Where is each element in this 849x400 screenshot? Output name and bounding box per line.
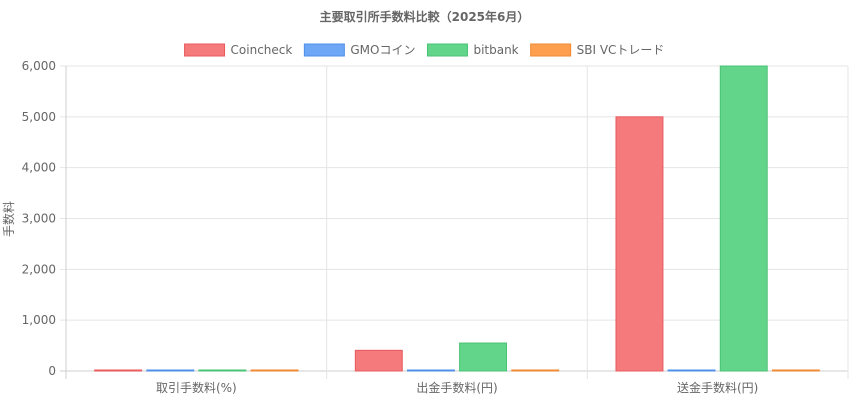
- y-tick-label: 3,000: [22, 212, 56, 226]
- bar[interactable]: [771, 369, 820, 372]
- legend-item[interactable]: bitbank: [426, 43, 519, 57]
- y-tick-label: 5,000: [22, 110, 56, 124]
- bar[interactable]: [667, 369, 716, 372]
- bar[interactable]: [146, 369, 195, 372]
- bars: [94, 65, 820, 372]
- x-tick-label: 出金手数料(円): [416, 380, 497, 395]
- legend-label: GMOコイン: [350, 43, 415, 57]
- y-tick-label: 1,000: [22, 313, 56, 327]
- y-tick-label: 6,000: [22, 59, 56, 73]
- y-tick-label: 4,000: [22, 161, 56, 175]
- legend-swatch: [426, 43, 468, 57]
- legend-swatch: [303, 43, 345, 57]
- y-axis: 0 1,000 2,000 3,000 4,000 5,000 6,000: [22, 59, 56, 378]
- legend-label: Coincheck: [231, 43, 293, 57]
- x-tick-label: 送金手数料(円): [677, 380, 758, 395]
- legend-item[interactable]: Coincheck: [184, 43, 293, 57]
- bar[interactable]: [719, 65, 768, 372]
- grid-lines: [60, 65, 849, 379]
- bar[interactable]: [459, 342, 508, 372]
- legend-swatch: [530, 43, 572, 57]
- bar[interactable]: [615, 116, 664, 372]
- legend-item[interactable]: SBI VCトレード: [530, 43, 665, 57]
- legend-item[interactable]: GMOコイン: [303, 43, 415, 57]
- legend-swatch: [184, 43, 226, 57]
- chart-title: 主要取引所手数料比較（2025年6月）: [320, 9, 530, 24]
- legend: Coincheck GMOコイン bitbank SBI VCトレード: [184, 43, 665, 57]
- x-tick-label: 取引手数料(%): [156, 380, 237, 395]
- y-axis-title: 手数料: [1, 201, 16, 237]
- legend-label: bitbank: [473, 43, 518, 57]
- bar[interactable]: [198, 369, 247, 372]
- bar[interactable]: [94, 369, 143, 372]
- legend-label: SBI VCトレード: [577, 43, 665, 57]
- bar[interactable]: [511, 369, 560, 372]
- y-tick-label: 2,000: [22, 262, 56, 276]
- bar[interactable]: [354, 349, 403, 372]
- bar[interactable]: [250, 369, 299, 372]
- y-tick-label: 0: [48, 364, 56, 378]
- bar[interactable]: [406, 369, 455, 372]
- x-axis: 取引手数料(%) 出金手数料(円) 送金手数料(円): [156, 380, 758, 395]
